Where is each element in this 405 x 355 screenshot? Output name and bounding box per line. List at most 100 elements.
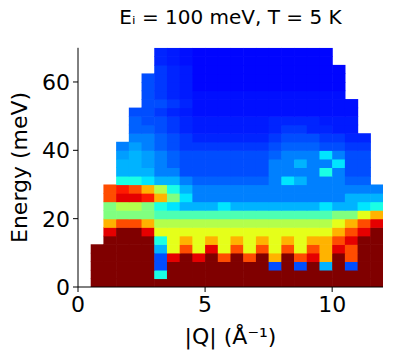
cell bbox=[167, 236, 180, 245]
cell bbox=[192, 210, 205, 219]
cell bbox=[218, 48, 231, 57]
cell bbox=[319, 150, 332, 159]
cell bbox=[256, 270, 269, 279]
y-label: Energy (meV) bbox=[7, 92, 32, 243]
cell bbox=[294, 278, 307, 287]
cell bbox=[281, 270, 294, 279]
cell bbox=[154, 236, 167, 245]
cell bbox=[154, 56, 167, 65]
cell bbox=[294, 133, 307, 142]
cell bbox=[192, 125, 205, 134]
cell bbox=[167, 253, 180, 262]
cell bbox=[205, 73, 218, 82]
cell bbox=[281, 167, 294, 176]
cell bbox=[180, 108, 193, 117]
cell bbox=[205, 125, 218, 134]
cell bbox=[269, 159, 282, 168]
cell bbox=[269, 253, 282, 262]
cell bbox=[167, 56, 180, 65]
y-axis bbox=[78, 48, 79, 287]
cell bbox=[231, 91, 244, 100]
cell bbox=[281, 133, 294, 142]
cell bbox=[345, 116, 358, 125]
cell bbox=[307, 73, 320, 82]
cell bbox=[231, 219, 244, 228]
cell bbox=[307, 142, 320, 151]
cell bbox=[332, 167, 345, 176]
cell bbox=[103, 227, 116, 236]
cell bbox=[180, 270, 193, 279]
cell bbox=[307, 99, 320, 108]
cell bbox=[192, 73, 205, 82]
cell bbox=[231, 73, 244, 82]
cell bbox=[129, 108, 142, 117]
cell bbox=[103, 202, 116, 211]
cell bbox=[205, 202, 218, 211]
cell bbox=[345, 184, 358, 193]
cell bbox=[167, 133, 180, 142]
cell bbox=[319, 99, 332, 108]
cell bbox=[269, 236, 282, 245]
cell bbox=[116, 150, 129, 159]
cell bbox=[91, 244, 104, 253]
cell bbox=[294, 56, 307, 65]
cell bbox=[142, 261, 155, 270]
cell bbox=[281, 176, 294, 185]
cell bbox=[307, 91, 320, 100]
cell bbox=[205, 278, 218, 287]
cell bbox=[231, 210, 244, 219]
cell bbox=[192, 91, 205, 100]
cell bbox=[319, 91, 332, 100]
cell bbox=[180, 167, 193, 176]
cell bbox=[231, 278, 244, 287]
cell bbox=[205, 210, 218, 219]
cell bbox=[243, 278, 256, 287]
cell bbox=[180, 236, 193, 245]
cell bbox=[231, 82, 244, 91]
cell bbox=[154, 278, 167, 287]
cell bbox=[294, 193, 307, 202]
cell bbox=[370, 270, 383, 279]
cell bbox=[307, 184, 320, 193]
cell bbox=[192, 48, 205, 57]
cell bbox=[116, 227, 129, 236]
cell bbox=[281, 142, 294, 151]
cell bbox=[192, 159, 205, 168]
cell bbox=[332, 270, 345, 279]
cell bbox=[103, 261, 116, 270]
cell bbox=[205, 219, 218, 228]
cell bbox=[307, 125, 320, 134]
cell bbox=[281, 99, 294, 108]
cell bbox=[154, 99, 167, 108]
cell bbox=[269, 227, 282, 236]
cell bbox=[129, 210, 142, 219]
cell bbox=[129, 159, 142, 168]
cell bbox=[370, 227, 383, 236]
cell bbox=[358, 150, 371, 159]
cell bbox=[192, 82, 205, 91]
cell bbox=[218, 184, 231, 193]
cells bbox=[91, 48, 383, 287]
cell bbox=[218, 227, 231, 236]
cell bbox=[281, 261, 294, 270]
cell bbox=[218, 210, 231, 219]
cell bbox=[256, 236, 269, 245]
cell bbox=[218, 65, 231, 74]
cell bbox=[243, 142, 256, 151]
cell bbox=[269, 202, 282, 211]
cell bbox=[332, 202, 345, 211]
cell bbox=[307, 116, 320, 125]
cell bbox=[205, 176, 218, 185]
cell bbox=[103, 219, 116, 228]
cell bbox=[319, 116, 332, 125]
cell bbox=[269, 125, 282, 134]
cell bbox=[103, 270, 116, 279]
cell bbox=[345, 176, 358, 185]
cell bbox=[307, 236, 320, 245]
cell bbox=[192, 99, 205, 108]
cell bbox=[231, 193, 244, 202]
cell bbox=[91, 278, 104, 287]
cell bbox=[269, 142, 282, 151]
cell bbox=[167, 159, 180, 168]
cell bbox=[281, 82, 294, 91]
